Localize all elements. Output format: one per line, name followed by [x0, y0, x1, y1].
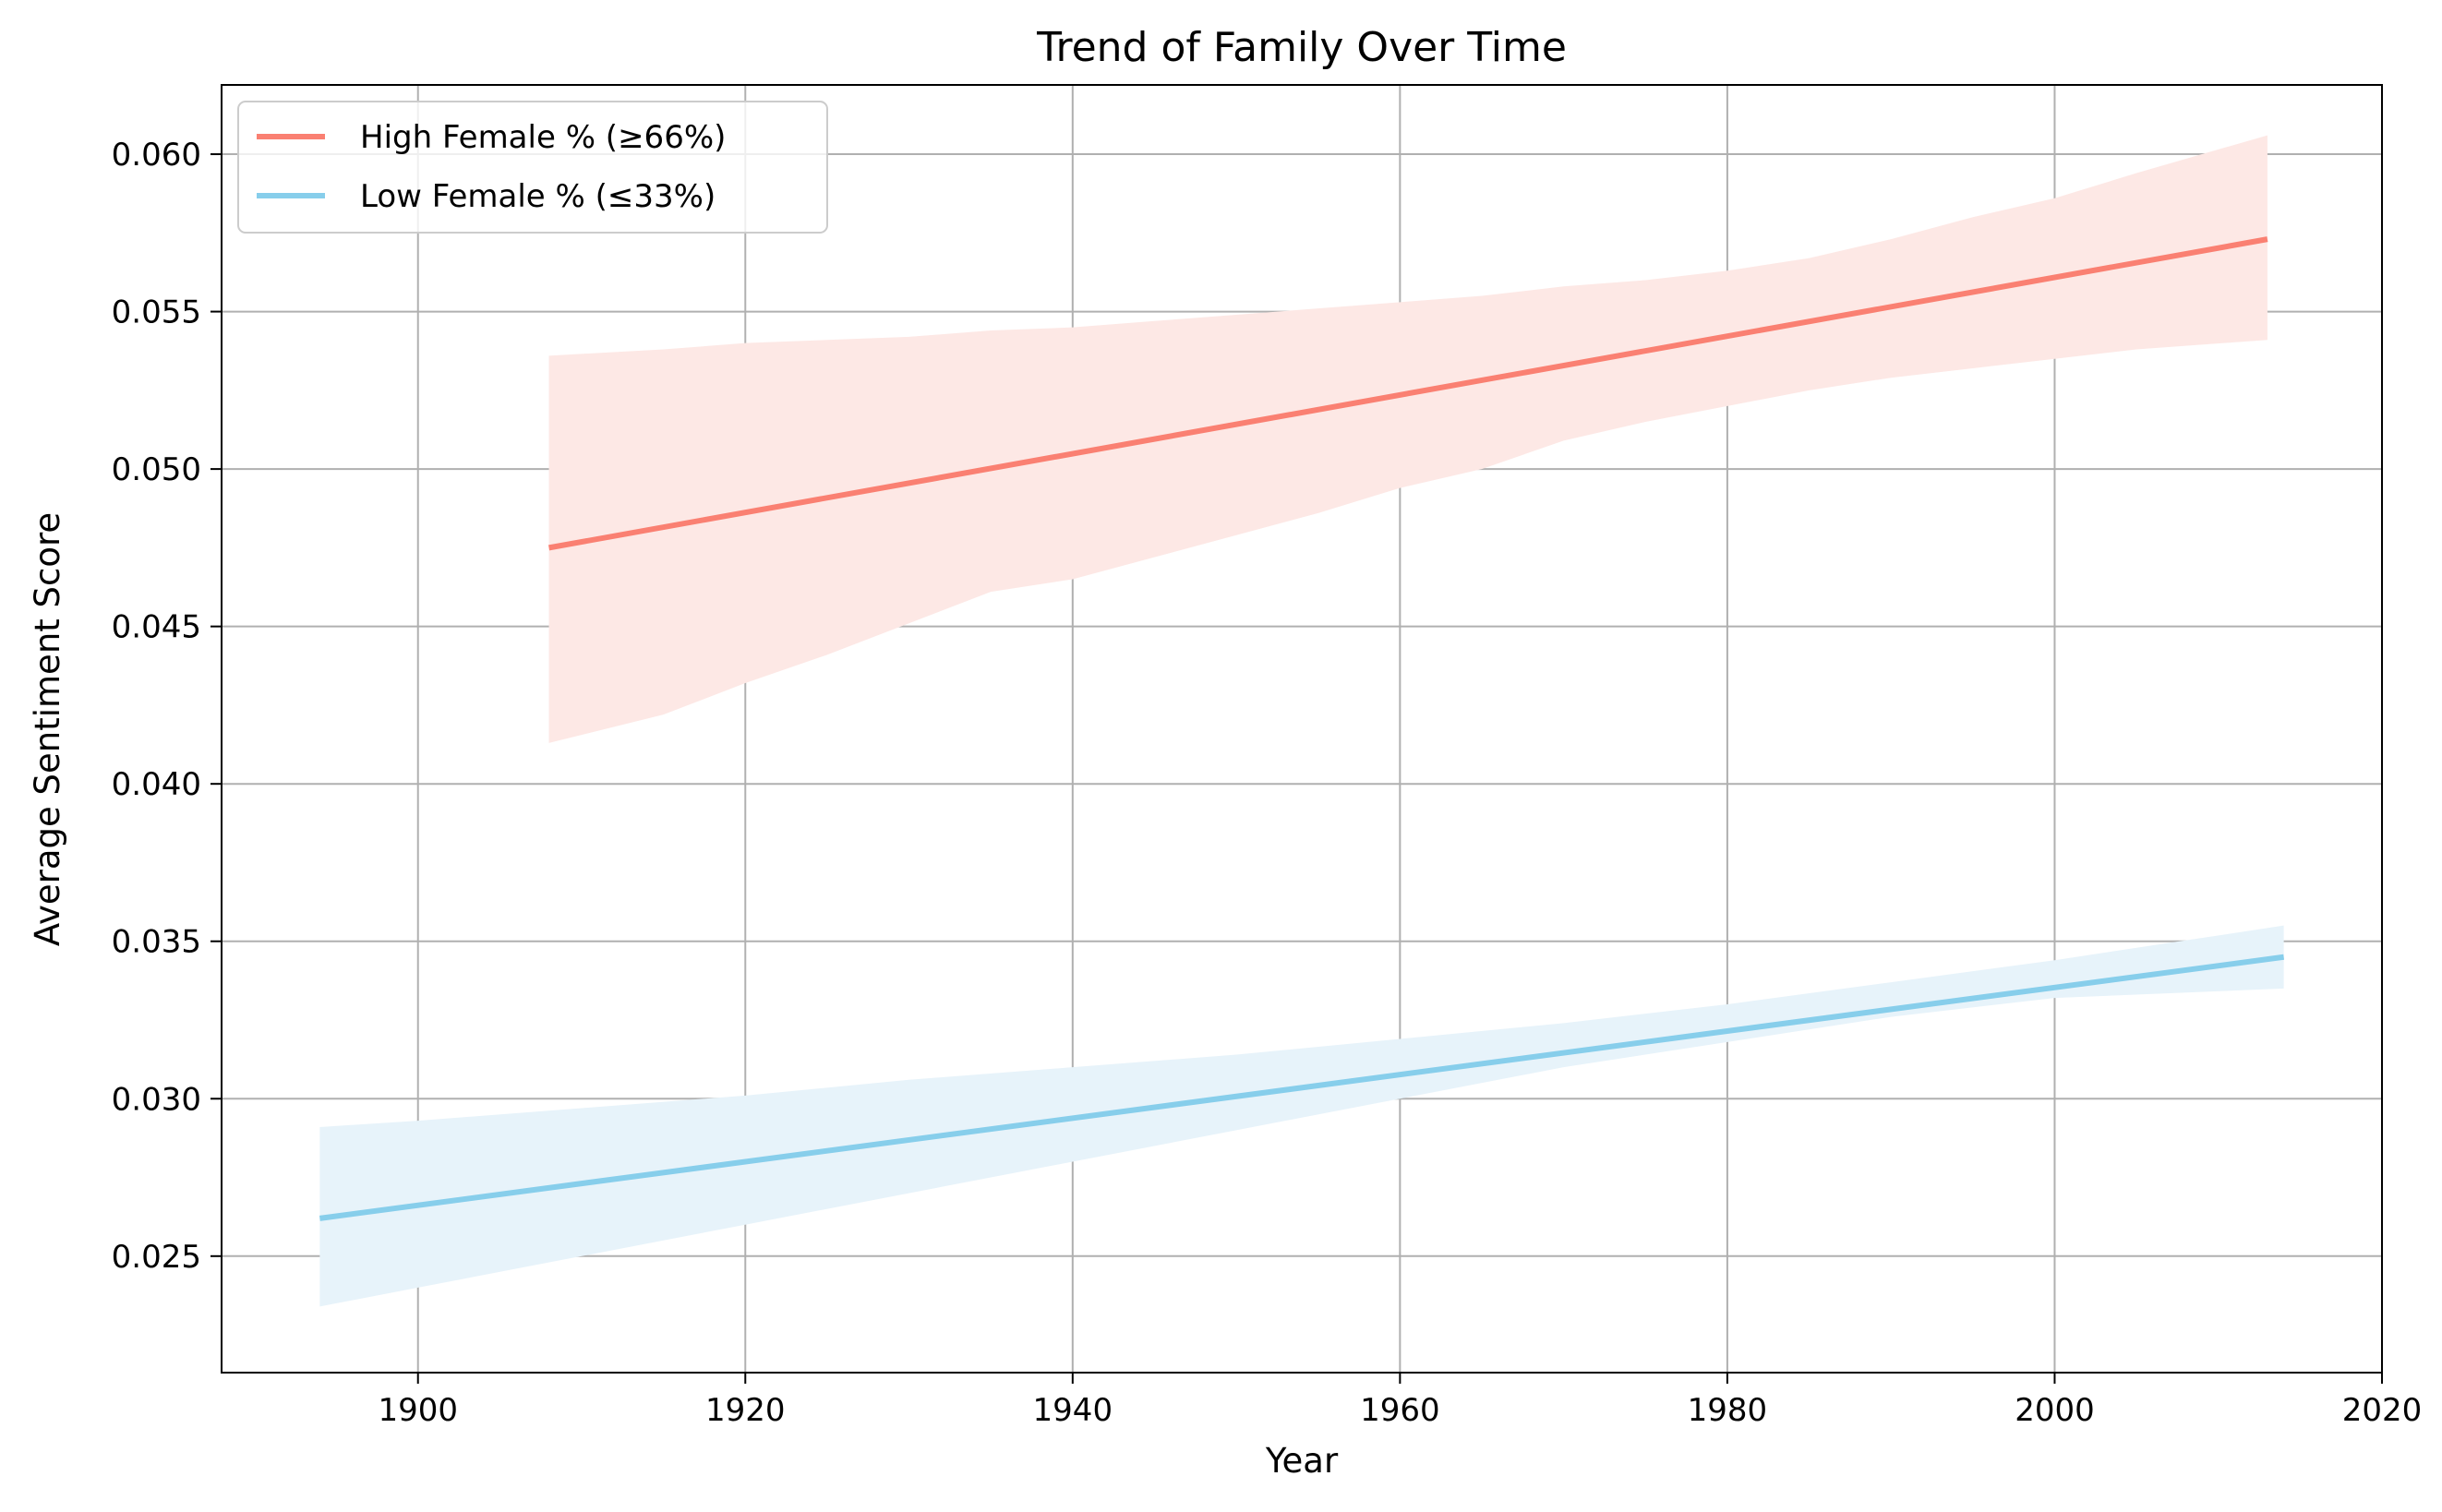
x-tick-label: 2020: [2342, 1392, 2423, 1429]
y-tick-label: 0.060: [112, 137, 201, 174]
y-axis-ticks: 0.025 0.030 0.035 0.040 0.045 0.050 0.055 0.060: [112, 137, 222, 1276]
trend-line-low: [319, 954, 2285, 1221]
y-tick-label: 0.040: [112, 766, 201, 803]
y-tick-label: 0.025: [112, 1239, 201, 1276]
x-tick-label: 2000: [2015, 1392, 2095, 1429]
x-tick-label: 1900: [378, 1392, 458, 1429]
confidence-band-high: [548, 135, 2268, 743]
x-tick-label: 1940: [1033, 1392, 1113, 1429]
x-tick-label: 1920: [705, 1392, 786, 1429]
x-axis-ticks: 1900 1920 1940 1960 1980 2000 2020: [378, 1373, 2422, 1429]
legend-label-high: High Female % (≥66%): [360, 119, 726, 156]
chart-title: Trend of Family Over Time: [1036, 24, 1567, 71]
y-axis-label: Average Sentiment Score: [28, 512, 67, 946]
legend: High Female % (≥66%) Low Female % (≤33%): [237, 101, 828, 234]
plot-frame: [221, 84, 2383, 1374]
legend-label-low: Low Female % (≤33%): [360, 178, 716, 215]
y-tick-label: 0.050: [112, 451, 201, 488]
trend-line-high: [548, 236, 2268, 551]
y-tick-label: 0.035: [112, 924, 201, 961]
y-tick-label: 0.030: [112, 1081, 201, 1118]
x-tick-label: 1980: [1688, 1392, 1768, 1429]
legend-box: [237, 101, 828, 234]
y-tick-label: 0.055: [112, 294, 201, 331]
trend-lines: [319, 236, 2285, 1221]
x-tick-label: 1960: [1360, 1392, 1440, 1429]
x-axis-label: Year: [1265, 1441, 1339, 1481]
y-tick-label: 0.045: [112, 609, 201, 646]
